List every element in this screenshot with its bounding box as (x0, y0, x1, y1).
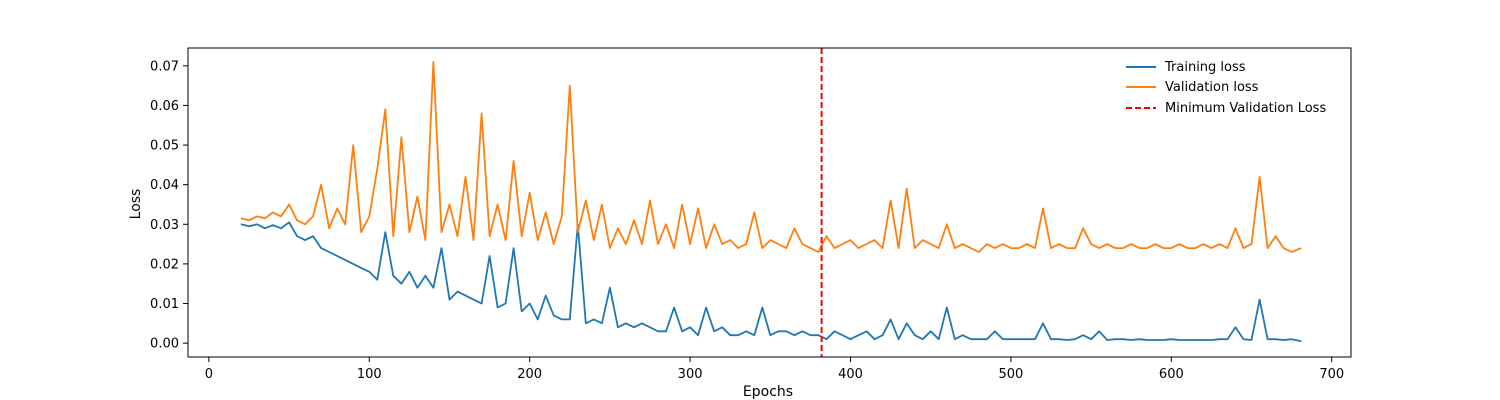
y-tick-label: 0.04 (150, 178, 179, 193)
y-tick-label: 0.03 (150, 218, 179, 233)
x-tick-label: 600 (1159, 367, 1184, 382)
x-tick-label: 0 (205, 367, 213, 382)
x-tick-label: 400 (838, 367, 863, 382)
x-tick-label: 100 (357, 367, 382, 382)
x-tick-label: 500 (999, 367, 1024, 382)
training-loss-line (240, 221, 1302, 343)
y-tick-label: 0.07 (150, 59, 179, 74)
legend-label-min-val: Minimum Validation Loss (1165, 101, 1326, 116)
y-tick-label: 0.06 (150, 99, 179, 114)
legend-label-validation: Validation loss (1165, 80, 1259, 95)
x-tick-label: 200 (517, 367, 542, 382)
legend-label-training: Training loss (1164, 60, 1246, 75)
y-axis: 0.00 0.01 0.02 0.03 0.04 0.05 0.06 0.07 (150, 59, 188, 352)
validation-loss-line (240, 61, 1302, 253)
y-tick-label: 0.00 (150, 337, 179, 352)
x-tick-label: 300 (678, 367, 703, 382)
x-tick-label: 700 (1319, 367, 1344, 382)
y-tick-label: 0.01 (150, 297, 179, 312)
plot-area (240, 48, 1302, 357)
plot-frame (187, 47, 1352, 358)
x-axis: 0 100 200 300 400 500 600 700 (205, 357, 1344, 382)
legend: Training loss Validation loss Minimum Va… (1118, 55, 1343, 125)
y-tick-label: 0.02 (150, 257, 179, 272)
x-axis-label: Epochs (743, 384, 793, 400)
y-axis-label: Loss (128, 189, 144, 220)
y-tick-label: 0.05 (150, 139, 179, 154)
